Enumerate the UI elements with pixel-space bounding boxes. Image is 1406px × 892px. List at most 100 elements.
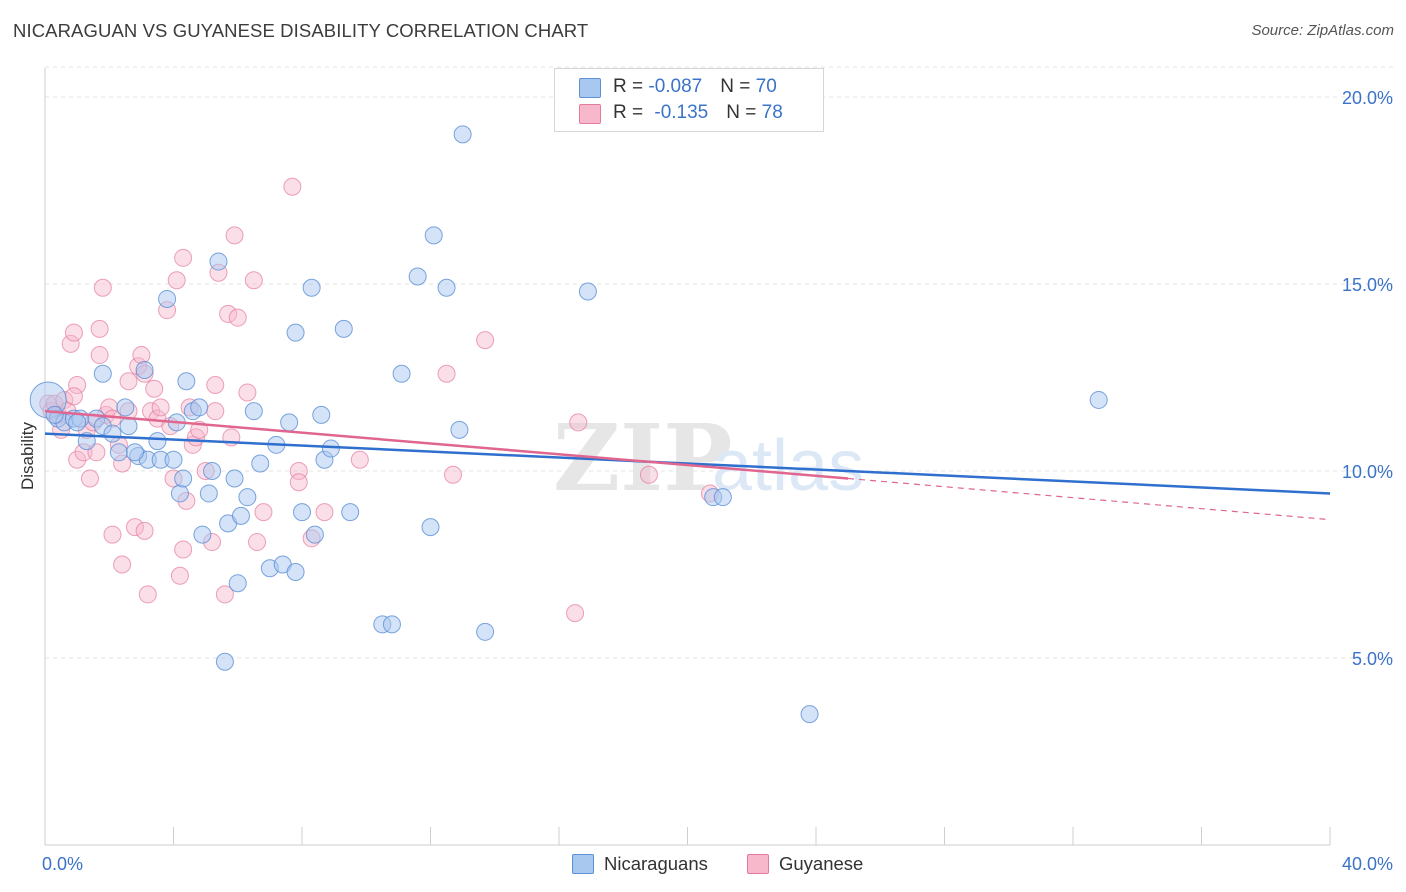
guyanese-point bbox=[174, 248, 193, 267]
nicaraguan-point bbox=[305, 525, 324, 544]
tick-labels: 20.0% 15.0% 10.0% 5.0% 0.0% 40.0% bbox=[42, 88, 1393, 874]
guyanese-point bbox=[90, 319, 109, 338]
guyanese-point bbox=[138, 585, 157, 604]
legend-r-value: -0.135 bbox=[654, 102, 709, 123]
legend-row-nicaraguans: R = -0.087 N = 70 bbox=[579, 75, 777, 101]
guyanese-point bbox=[225, 226, 244, 245]
nicaraguan-point bbox=[1089, 390, 1108, 409]
nicaraguan-point bbox=[341, 503, 360, 522]
nicaraguan-point bbox=[238, 488, 257, 507]
y-tick-label: 10.0% bbox=[1342, 462, 1393, 482]
legend-swatch-blue bbox=[579, 78, 601, 98]
guyanese-point bbox=[350, 450, 369, 469]
nicaraguan-point bbox=[135, 361, 154, 380]
nicaraguan-point bbox=[321, 439, 340, 458]
x-tick-label: 0.0% bbox=[42, 854, 83, 874]
axes bbox=[44, 68, 1331, 846]
guyanese-point bbox=[289, 473, 308, 492]
nicaraguan-point bbox=[116, 398, 135, 417]
legend-swatch-blue bbox=[572, 854, 594, 874]
guyanese-point bbox=[569, 413, 588, 432]
guyanese-point bbox=[151, 398, 170, 417]
nicaraguan-point bbox=[312, 405, 331, 424]
nicaraguan-point bbox=[382, 615, 401, 634]
guyanese-point bbox=[90, 346, 109, 365]
guyanese-point bbox=[228, 308, 247, 327]
nicaraguan-point bbox=[293, 503, 311, 522]
guyanese-point bbox=[238, 383, 257, 402]
nicaraguan-point bbox=[109, 443, 128, 462]
legend-swatch-pink bbox=[747, 854, 769, 874]
guyanese-point bbox=[125, 518, 144, 537]
nicaraguan-point bbox=[421, 518, 440, 537]
guyanese-point bbox=[248, 533, 267, 552]
nicaraguan-point bbox=[158, 289, 177, 308]
legend-r-label: R = bbox=[613, 102, 649, 123]
guyanese-point bbox=[437, 364, 456, 383]
trend-lines bbox=[44, 409, 1331, 521]
nicaraguan-point bbox=[93, 364, 112, 383]
y-tick-label: 20.0% bbox=[1342, 88, 1393, 108]
nicaraguan-point bbox=[244, 402, 263, 421]
guyanese-point bbox=[254, 503, 273, 522]
nicaraguan-point bbox=[231, 506, 250, 525]
y-tick-label: 5.0% bbox=[1352, 649, 1393, 669]
guyanese-trend-line bbox=[44, 409, 849, 480]
nicaraguan-point bbox=[713, 488, 732, 507]
guyanese-point bbox=[80, 469, 99, 488]
nicaraguan-point bbox=[203, 462, 222, 480]
nicaraguan-point bbox=[45, 405, 64, 424]
nicaraguan-point bbox=[215, 652, 234, 671]
nicaraguan-point bbox=[408, 267, 427, 286]
nicaraguan-point bbox=[125, 443, 144, 462]
legend-row-guyanese: R = -0.135 N = 78 bbox=[579, 101, 783, 127]
guyanese-point bbox=[93, 278, 112, 297]
legend-swatch-pink bbox=[579, 104, 601, 124]
nicaraguan-trend-line bbox=[44, 432, 1331, 495]
nicaraguan-point bbox=[209, 252, 228, 271]
guyanese-point bbox=[639, 465, 658, 484]
nicaraguan-point bbox=[286, 323, 305, 342]
legend-label-nicaraguans: Nicaraguans bbox=[604, 853, 708, 874]
legend-n-value: 78 bbox=[761, 102, 783, 123]
legend-n-label: N = bbox=[726, 102, 762, 123]
y-tick-label: 15.0% bbox=[1342, 275, 1393, 295]
nicaraguan-point bbox=[170, 484, 189, 503]
guyanese-point bbox=[315, 503, 334, 522]
guyanese-point bbox=[443, 465, 462, 484]
guyanese-point bbox=[244, 271, 263, 290]
guyanese-point bbox=[566, 604, 585, 623]
nicaraguan-point bbox=[437, 278, 456, 297]
nicaraguan-point bbox=[68, 413, 87, 432]
legend-r-value: -0.087 bbox=[648, 76, 703, 97]
guyanese-point bbox=[64, 323, 83, 342]
grid-lines bbox=[45, 66, 1395, 659]
guyanese-point bbox=[167, 271, 186, 290]
guyanese-point bbox=[61, 334, 80, 353]
guyanese-point bbox=[206, 375, 225, 394]
guyanese-points bbox=[39, 177, 719, 623]
nicaraguan-point bbox=[190, 398, 209, 417]
legend-n-value: 70 bbox=[755, 76, 777, 97]
nicaraguan-point bbox=[334, 319, 353, 338]
nicaraguan-point bbox=[302, 278, 321, 297]
nicaraguan-point bbox=[251, 454, 270, 473]
legend-n-label: N = bbox=[720, 76, 756, 97]
guyanese-point bbox=[283, 177, 302, 196]
guyanese-point bbox=[476, 331, 495, 350]
stats-legend: R = -0.087 N = 70 R = -0.135 N = 78 bbox=[554, 68, 824, 132]
chart-title: NICARAGUAN VS GUYANESE DISABILITY CORREL… bbox=[13, 20, 589, 41]
guyanese-trend-extension bbox=[848, 477, 1331, 521]
guyanese-point bbox=[64, 387, 83, 406]
nicaraguan-point bbox=[164, 450, 183, 469]
guyanese-point bbox=[68, 450, 87, 469]
nicaraguan-point bbox=[174, 469, 193, 488]
guyanese-point bbox=[219, 304, 238, 323]
nicaraguan-point bbox=[286, 562, 305, 581]
guyanese-point bbox=[113, 555, 132, 574]
guyanese-point bbox=[103, 525, 122, 544]
nicaraguan-point bbox=[228, 574, 247, 593]
y-axis-label: Disability bbox=[18, 421, 37, 490]
nicaraguan-point bbox=[148, 432, 167, 451]
